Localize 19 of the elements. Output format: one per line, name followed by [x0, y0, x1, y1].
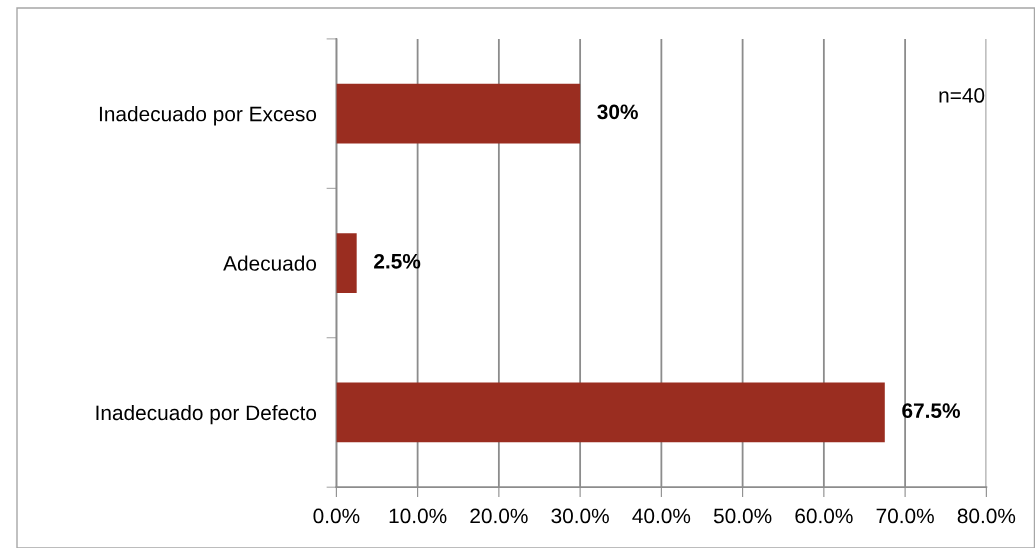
y-tick-label: Inadecuado por Exceso [99, 106, 317, 126]
x-tick-label: 0.0% [313, 508, 360, 524]
bar [336, 233, 357, 293]
x-tick-label: 10.0% [389, 508, 447, 524]
x-tick-label: 40.0% [632, 508, 691, 524]
x-tick-label: 80.0% [957, 508, 1016, 524]
x-tick-label: 50.0% [713, 508, 772, 524]
x-tick-label: 70.0% [876, 508, 934, 524]
y-tick-label: Adecuado [223, 255, 317, 271]
data-label: 2.5% [374, 253, 421, 269]
x-tick-label: 20.0% [470, 508, 528, 524]
bar [336, 382, 885, 443]
y-tick-label: Inadecuado por Defecto [96, 404, 317, 425]
annotation: n=40 [939, 88, 985, 103]
bar [336, 83, 581, 144]
x-tick-label: 30.0% [551, 508, 609, 524]
data-label: 30% [597, 104, 638, 120]
x-tick-label: 60.0% [795, 508, 853, 524]
data-label: 67.5% [902, 403, 960, 419]
